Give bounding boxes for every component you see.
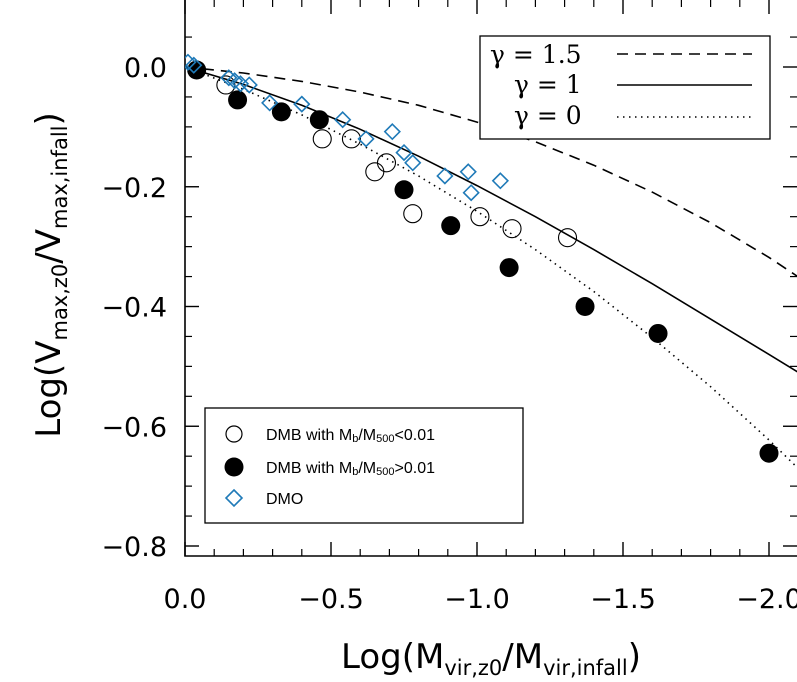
point-open-diamond (491, 172, 509, 190)
point-filled-circle (648, 323, 668, 343)
legend-label-dmb-high: DMB with Mb/M500>0.01 (266, 460, 435, 478)
data-points (185, 53, 779, 463)
legend-series: DMB with Mb/M500<0.01 DMB with Mb/M500>0… (204, 407, 524, 524)
point-open-diamond (220, 69, 238, 87)
legend-marker-filled-circle (224, 457, 244, 477)
point-open-circle (312, 129, 332, 149)
point-open-circle (502, 219, 522, 239)
point-open-circle (376, 153, 397, 173)
point-open-diamond (226, 72, 244, 90)
x-tick-label: −1.5 (590, 584, 656, 615)
ticks: 0.0 −0.5 −1.0 −1.5 −2.0 0.0 −0.2 −0.4 −0.6 −0.8 (101, 0, 797, 615)
point-filled-circle (499, 258, 519, 278)
point-open-diamond (462, 184, 480, 202)
x-tick-label: 0.0 (164, 584, 207, 615)
point-open-diamond (436, 167, 454, 185)
point-open-diamond (293, 95, 311, 113)
legend-marker-open-circle (225, 425, 243, 443)
y-tick-label: 0.0 (124, 53, 167, 84)
point-filled-circle (575, 297, 595, 316)
legend-models: γ = 1.5 γ = 1 γ = 0 (479, 35, 771, 140)
point-open-diamond (404, 154, 422, 172)
point-open-circle (470, 207, 490, 227)
legend-marker-open-diamond (224, 488, 244, 508)
point-filled-circle (309, 110, 329, 130)
legend-series-box (204, 407, 524, 524)
point-filled-circle (441, 216, 461, 236)
legend-label-gamma-0: γ = 0 (514, 101, 582, 130)
y-axis-label: Log(Vmax,z0/Vmax,infall) (29, 112, 72, 438)
curve-dotted (185, 66, 797, 469)
point-filled-circle (394, 180, 414, 200)
point-open-diamond (383, 123, 401, 141)
point-open-diamond (395, 143, 413, 162)
point-open-circle (403, 204, 423, 224)
point-open-diamond (334, 111, 352, 129)
point-open-diamond (185, 53, 197, 71)
point-open-circle (557, 228, 578, 248)
legend-label-dmb-low: DMB with Mb/M500<0.01 (266, 427, 435, 445)
y-tick-label: −0.4 (101, 293, 167, 324)
point-filled-circle (759, 443, 779, 463)
point-open-diamond (261, 94, 279, 112)
y-tick-label: −0.2 (101, 173, 167, 204)
legend-label-gamma-1: γ = 1 (514, 70, 582, 99)
curve-solid (185, 66, 797, 373)
y-tick-label: −0.6 (101, 412, 167, 443)
x-axis-label: Log(Mvir,z0/Mvir,infall) (341, 637, 641, 680)
x-tick-label: −0.5 (298, 584, 364, 615)
x-tick-label: −1.0 (444, 584, 510, 615)
point-filled-circle (271, 102, 291, 122)
point-open-diamond (459, 163, 477, 181)
legend-models-box (479, 35, 771, 140)
y-tick-label: −0.8 (101, 532, 167, 563)
point-filled-circle (228, 90, 248, 110)
point-open-diamond (357, 130, 375, 148)
x-tick-label: −2.0 (736, 584, 797, 615)
point-open-circle (341, 129, 361, 149)
point-open-diamond (240, 76, 258, 94)
legend-label-dmo: DMO (266, 491, 303, 508)
point-open-diamond (185, 56, 203, 74)
legend-label-gamma-1-5: γ = 1.5 (490, 40, 582, 69)
